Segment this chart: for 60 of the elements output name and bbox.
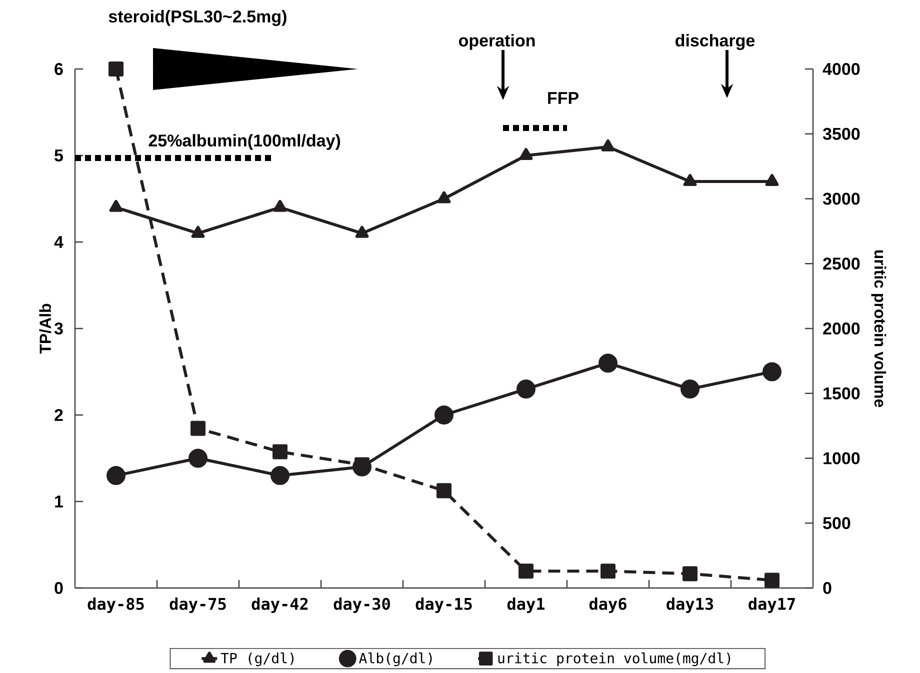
point xyxy=(190,420,206,436)
legend-label: uritic protein volume(mg/dl) xyxy=(498,652,730,666)
y-tick-label: 3 xyxy=(54,322,63,335)
y2-tick-label: 1500 xyxy=(824,387,860,400)
point xyxy=(765,174,779,186)
y-axis-title: TP/Alb xyxy=(39,304,52,354)
x-tick-label: day17 xyxy=(748,598,795,613)
y2-tick-label: 500 xyxy=(823,517,850,530)
point xyxy=(355,226,369,238)
y-tick-label: 6 xyxy=(54,62,63,76)
point xyxy=(191,226,205,238)
point xyxy=(436,483,452,498)
y-tick-label: 0 xyxy=(54,582,63,594)
y-tick-label: 5 xyxy=(54,150,64,162)
x-tick-label: day1 xyxy=(507,598,544,613)
text: steroid(PSL30~2.5mg) xyxy=(108,10,286,26)
x-tick-label: day-15 xyxy=(416,598,472,613)
y2-tick-label: 2500 xyxy=(823,258,860,270)
point xyxy=(434,406,454,424)
y-tick-label: 4 xyxy=(54,236,64,248)
point xyxy=(108,62,124,76)
y2-tick-label: 1000 xyxy=(824,452,860,464)
text: discharge xyxy=(676,34,755,50)
y2-tick-label: 3000 xyxy=(822,192,860,205)
x-tick-label: day6 xyxy=(589,598,626,613)
y2-tick-label: 3500 xyxy=(822,128,860,140)
point xyxy=(680,380,700,399)
point xyxy=(600,564,616,579)
point xyxy=(519,148,533,160)
point xyxy=(683,174,697,186)
point xyxy=(598,354,618,373)
point xyxy=(273,200,287,212)
legend-label: TP (g/dl) xyxy=(220,652,294,666)
x-tick-label: day13 xyxy=(666,598,714,613)
y2-axis-title: uritic protein volume xyxy=(871,250,886,408)
x-tick-label: day-75 xyxy=(170,598,226,613)
text: operation xyxy=(458,34,535,50)
point xyxy=(682,566,698,582)
point xyxy=(516,380,536,399)
x-tick-label: day-85 xyxy=(88,598,144,613)
y2-tick-label: 4000 xyxy=(822,62,860,76)
point xyxy=(109,200,123,212)
x-tick-label: day-30 xyxy=(334,598,390,613)
point xyxy=(762,362,782,382)
x-tick-label: day-42 xyxy=(252,598,308,613)
y-tick-label: 1 xyxy=(55,496,64,508)
point xyxy=(272,444,288,460)
annotation: FFP xyxy=(548,92,578,104)
y2-tick-label: 0 xyxy=(823,582,832,594)
point xyxy=(764,572,780,588)
annotation: 25%albumin(100ml/day) xyxy=(148,134,340,150)
legend-label: Alb(g/dl) xyxy=(359,652,432,666)
y2-tick-label: 2000 xyxy=(823,322,860,335)
point xyxy=(437,191,451,204)
point xyxy=(601,139,615,152)
point xyxy=(106,466,126,486)
y-tick-label: 2 xyxy=(54,409,63,421)
point xyxy=(518,564,534,579)
point xyxy=(188,448,208,468)
point xyxy=(270,466,290,486)
